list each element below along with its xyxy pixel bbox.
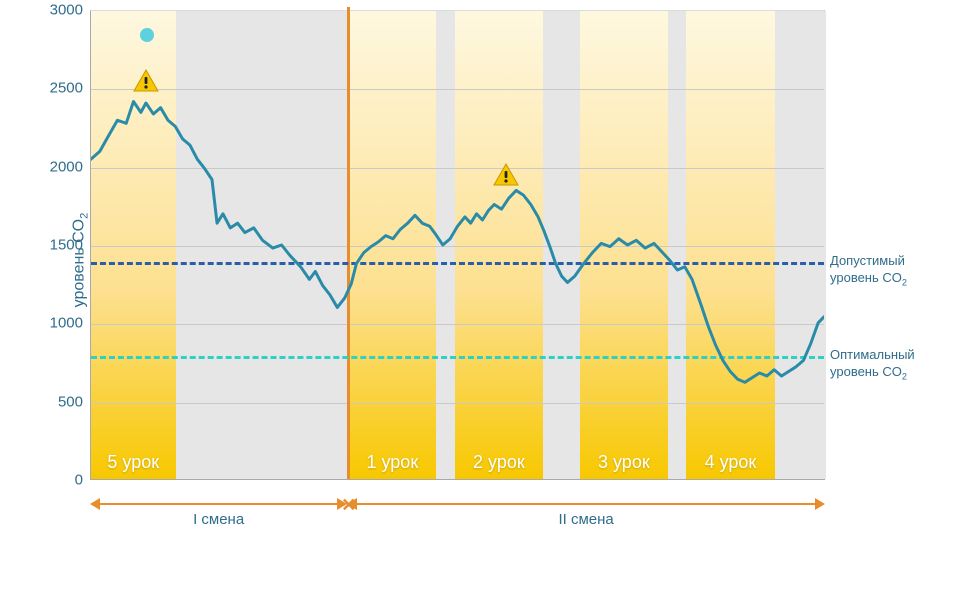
break-band	[436, 11, 454, 479]
lesson-band: 1 урок	[348, 11, 436, 479]
y-tick-label: 2500	[33, 80, 83, 97]
y-tick-label: 1500	[33, 237, 83, 254]
plot-area: 5 урок 1 урок 2 урок 3 урок 4 урок	[90, 10, 825, 480]
shift-cross-icon: ✕	[341, 495, 356, 516]
shift-label: I смена	[90, 511, 347, 528]
gridline	[91, 89, 824, 90]
threshold-label: Оптимальныйуровень CO2	[830, 347, 960, 383]
gridline	[91, 246, 824, 247]
lesson-label: 3 урок	[580, 452, 668, 473]
y-axis-title-text: уровень CO2	[70, 213, 87, 308]
arrow-left-icon	[90, 498, 100, 510]
threshold-label: Допустимыйуровень CO2	[830, 253, 960, 289]
arrow-right-icon	[815, 498, 825, 510]
gridline	[91, 168, 824, 169]
shift-axis: I сменаII смена✕	[90, 495, 825, 535]
lesson-band: 4 урок	[686, 11, 774, 479]
shift-divider	[347, 7, 350, 479]
y-tick-label: 500	[33, 393, 83, 410]
threshold-line	[91, 262, 824, 265]
lesson-label: 2 урок	[455, 452, 543, 473]
break-band	[543, 11, 580, 479]
gridline	[91, 324, 824, 325]
y-axis-title: уровень CO2	[70, 213, 90, 308]
y-tick-label: 3000	[33, 2, 83, 19]
y-tick-label: 0	[33, 472, 83, 489]
lesson-band: 3 урок	[580, 11, 668, 479]
lesson-label: 1 урок	[348, 452, 436, 473]
lesson-label: 5 урок	[91, 452, 176, 473]
break-band	[176, 11, 349, 479]
y-tick-label: 2000	[33, 158, 83, 175]
y-tick-label: 1000	[33, 315, 83, 332]
lesson-label: 4 урок	[686, 452, 774, 473]
lesson-band: 2 урок	[455, 11, 543, 479]
warning-icon	[133, 69, 159, 92]
chart-container: уровень CO2 5 урок 1 урок 2 урок 3 урок 4 ур…	[55, 10, 825, 510]
gridline	[91, 403, 824, 404]
cyan-dot-icon	[140, 28, 154, 42]
break-band	[668, 11, 686, 479]
shift-arrow-line	[355, 503, 817, 505]
shift-label: II смена	[347, 511, 825, 528]
shift-arrow-line	[98, 503, 339, 505]
break-band	[775, 11, 826, 479]
warning-icon	[493, 163, 519, 186]
threshold-line	[91, 356, 824, 359]
